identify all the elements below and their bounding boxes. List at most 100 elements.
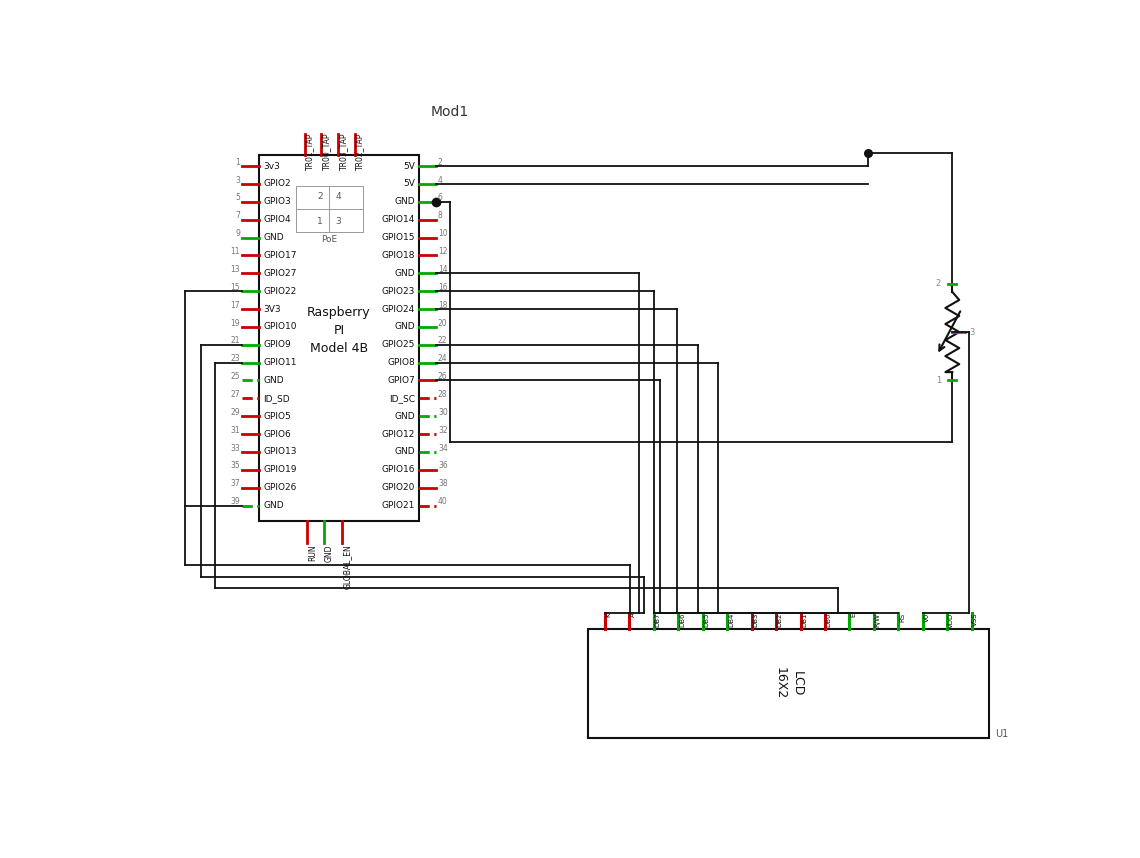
Text: GPIO18: GPIO18 [382, 251, 415, 260]
Text: 19: 19 [230, 318, 241, 328]
Text: 27: 27 [230, 390, 241, 399]
Text: GND: GND [394, 197, 415, 206]
Text: GND: GND [263, 376, 284, 385]
Text: GND: GND [394, 447, 415, 456]
Text: GPIO21: GPIO21 [382, 501, 415, 510]
Text: 1: 1 [936, 376, 942, 384]
Text: VSS: VSS [972, 613, 978, 626]
Bar [295, 186, 364, 233]
Text: TR02_TAP: TR02_TAP [356, 132, 365, 170]
Text: GND: GND [394, 412, 415, 420]
Text: GPIO2: GPIO2 [263, 179, 291, 189]
Text: GPIO25: GPIO25 [382, 341, 415, 349]
Text: 35: 35 [230, 462, 241, 470]
Text: GPIO23: GPIO23 [382, 287, 415, 296]
Text: ID_SD: ID_SD [263, 394, 290, 403]
Text: GPIO16: GPIO16 [382, 465, 415, 474]
Text: 2: 2 [936, 280, 942, 288]
Text: GPIO13: GPIO13 [263, 447, 296, 456]
Text: 12: 12 [438, 247, 448, 256]
Text: ID_SC: ID_SC [389, 394, 415, 403]
Text: GPIO9: GPIO9 [263, 341, 291, 349]
Text: VDD: VDD [947, 613, 954, 628]
Text: GND: GND [263, 233, 284, 242]
Text: 31: 31 [230, 426, 241, 435]
Text: 20: 20 [438, 318, 448, 328]
Text: 30: 30 [438, 408, 448, 417]
Text: GND: GND [394, 323, 415, 331]
Text: GPIO26: GPIO26 [263, 483, 296, 492]
Text: 3: 3 [336, 217, 342, 226]
Text: 11: 11 [230, 247, 241, 256]
Text: GPIO8: GPIO8 [388, 358, 415, 367]
Text: GPIO11: GPIO11 [263, 358, 296, 367]
Text: DB0: DB0 [825, 613, 832, 627]
Text: U1: U1 [995, 728, 1008, 739]
Text: A: A [630, 613, 636, 618]
Text: DB6: DB6 [679, 613, 685, 627]
Text: 26: 26 [438, 372, 448, 381]
Text: 24: 24 [438, 354, 448, 363]
Text: Mod1: Mod1 [431, 106, 469, 119]
Text: PoE: PoE [321, 235, 337, 244]
Text: DB3: DB3 [752, 613, 758, 627]
Text: TR03_TAP: TR03_TAP [339, 132, 348, 170]
Text: V0: V0 [923, 613, 929, 622]
Bar [588, 629, 988, 738]
Text: 7: 7 [235, 211, 241, 221]
Text: 1: 1 [235, 158, 241, 166]
Text: 14: 14 [438, 265, 448, 274]
Text: 4: 4 [336, 192, 342, 202]
Text: 6: 6 [438, 193, 442, 202]
Text: RS: RS [899, 613, 905, 622]
Text: 3V3: 3V3 [263, 305, 280, 313]
Text: 15: 15 [230, 283, 241, 292]
Text: GPIO22: GPIO22 [263, 287, 296, 296]
Text: 5: 5 [235, 193, 241, 202]
Text: GPIO6: GPIO6 [263, 430, 291, 438]
Text: GND: GND [394, 269, 415, 278]
Text: 37: 37 [230, 480, 241, 488]
Text: GLOBAL_EN: GLOBAL_EN [342, 544, 351, 589]
Text: GPIO27: GPIO27 [263, 269, 296, 278]
Text: TR01_TAP: TR01_TAP [306, 132, 315, 170]
Text: E: E [850, 613, 856, 617]
Text: 16: 16 [438, 283, 448, 292]
Text: 4: 4 [438, 176, 442, 184]
Text: GPIO14: GPIO14 [382, 215, 415, 224]
Text: 23: 23 [230, 354, 241, 363]
Text: GND: GND [263, 501, 284, 510]
Text: GPIO3: GPIO3 [263, 197, 291, 206]
Text: 36: 36 [438, 462, 448, 470]
Text: GPIO15: GPIO15 [382, 233, 415, 242]
Text: 1: 1 [317, 217, 323, 226]
Text: GPIO4: GPIO4 [263, 215, 291, 224]
Text: 22: 22 [438, 336, 448, 346]
Text: DB2: DB2 [776, 613, 783, 627]
Text: 25: 25 [230, 372, 241, 381]
Text: 21: 21 [230, 336, 241, 346]
Text: 5V: 5V [402, 161, 415, 171]
Text: GPIO5: GPIO5 [263, 412, 291, 420]
Text: GPIO24: GPIO24 [382, 305, 415, 313]
Text: 9: 9 [235, 229, 241, 239]
Text: GPIO12: GPIO12 [382, 430, 415, 438]
Text: K: K [605, 613, 612, 617]
Text: 3v3: 3v3 [263, 161, 280, 171]
Text: R/W: R/W [874, 613, 880, 626]
Text: 29: 29 [230, 408, 241, 417]
Text: DB4: DB4 [728, 613, 734, 627]
Text: DB1: DB1 [801, 613, 807, 627]
Text: 3: 3 [969, 328, 975, 336]
Text: GPIO10: GPIO10 [263, 323, 296, 331]
Text: 17: 17 [230, 300, 241, 310]
Text: GPIO7: GPIO7 [388, 376, 415, 385]
Text: GPIO19: GPIO19 [263, 465, 296, 474]
Text: GPIO20: GPIO20 [382, 483, 415, 492]
Text: 33: 33 [230, 444, 241, 452]
Text: Raspberry
PI
Model 4B: Raspberry PI Model 4B [307, 305, 370, 354]
Text: DB5: DB5 [703, 613, 709, 627]
Text: 3: 3 [235, 176, 241, 184]
Bar [259, 155, 418, 521]
Text: GND: GND [325, 544, 334, 562]
